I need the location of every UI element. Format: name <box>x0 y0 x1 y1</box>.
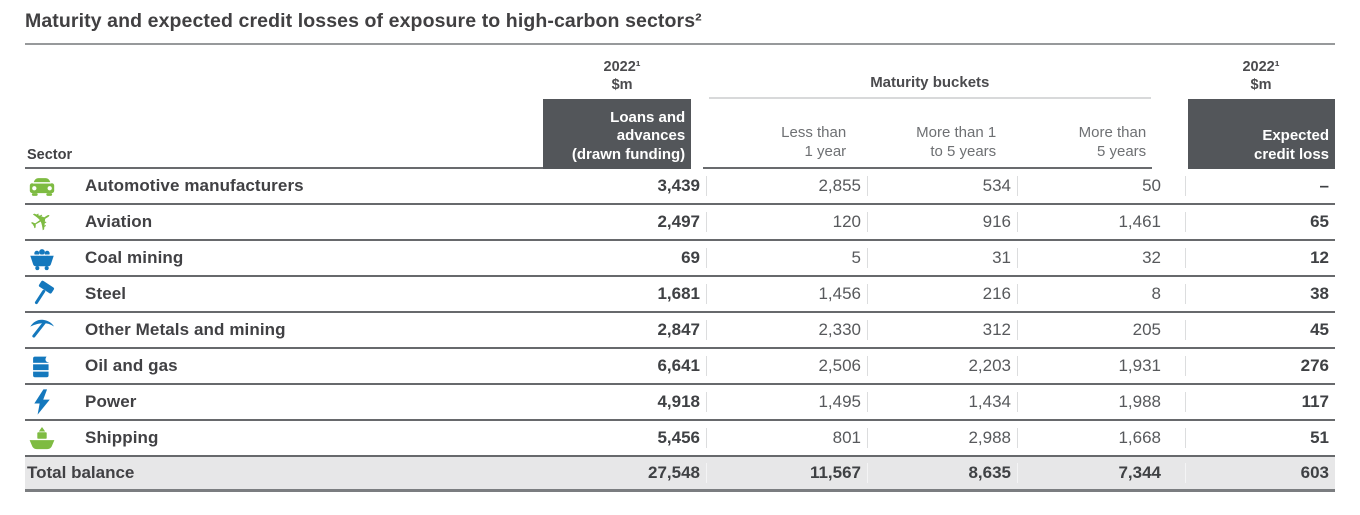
total-balance-label: Total balance <box>27 463 135 482</box>
less-than-1-year-value: 801 <box>706 428 867 448</box>
more-than-1-to-5-years-value: 216 <box>867 284 1017 304</box>
sector-label: Aviation <box>85 212 153 231</box>
loans-advances-value: 69 <box>681 248 700 267</box>
more-than-5-years-header: More than 5 years <box>1078 123 1147 160</box>
year-unit-left-header: 2022¹ $m <box>603 58 641 93</box>
sector-label: Shipping <box>85 428 159 447</box>
loans-advances-value: 4,918 <box>657 392 700 411</box>
car-icon <box>29 178 55 196</box>
header-gap <box>1152 99 1170 169</box>
expected-credit-loss-value: 276 <box>1185 356 1335 376</box>
more-than-5-years-value: 1,461 <box>1017 212 1167 232</box>
page-title: Maturity and expected credit losses of e… <box>25 8 1335 45</box>
expected-credit-loss-value: – <box>1185 176 1335 196</box>
loans-advances-column-header: Loans and advances (drawn funding) <box>543 99 692 169</box>
less-than-1-year-value: 5 <box>706 248 867 268</box>
total-balance-row: Total balance 27,548 11,567 8,635 7,344 … <box>25 457 1335 492</box>
loans-advances-value: 5,456 <box>657 428 700 447</box>
loans-advances-value: 2,497 <box>657 212 700 231</box>
loans-advances-value: 6,641 <box>657 356 700 375</box>
year-unit-right-header: 2022¹ $m <box>1242 58 1280 93</box>
sector-label: Power <box>85 392 137 411</box>
loans-advances-value: 3,439 <box>657 176 700 195</box>
more-than-5-years-value: 1,988 <box>1017 392 1167 412</box>
sector-column-header: Sector <box>25 99 544 169</box>
more-than-1-to-5-years-value: 2,203 <box>867 356 1017 376</box>
maturity-column-headers-inner: Less than 1 year More than 1 to 5 years … <box>703 99 1153 169</box>
lightning-bolt-icon <box>34 389 50 415</box>
sector-label: Automotive manufacturers <box>85 176 304 195</box>
more-than-1-to-5-years-value: 312 <box>867 320 1017 340</box>
table-row-shipping: Shipping 5,456 801 2,988 1,668 51 <box>25 421 1335 457</box>
sector-label: Other Metals and mining <box>85 320 286 339</box>
less-than-1-year-value: 1,456 <box>706 284 867 304</box>
sledgehammer-icon <box>34 280 55 305</box>
expected-credit-loss-value: 38 <box>1185 284 1335 304</box>
maturity-buckets-label: Maturity buckets <box>708 74 1152 99</box>
pickaxe-icon <box>30 319 54 338</box>
oil-barrel-icon <box>32 353 52 378</box>
less-than-1-year-value: 2,330 <box>706 320 867 340</box>
more-than-1-to-5-years-value: 1,434 <box>867 392 1017 412</box>
report-extract: Maturity and expected credit losses of e… <box>24 8 1336 492</box>
expected-credit-loss-value: 65 <box>1185 212 1335 232</box>
table-row-steel: Steel 1,681 1,456 216 8 38 <box>25 277 1335 313</box>
table-header-columns-row: Sector Loans and advances (drawn funding… <box>25 99 1336 169</box>
expected-credit-loss-column-header: Expected credit loss <box>1188 99 1336 169</box>
total-more-than-1-to-5-years-value: 8,635 <box>867 463 1017 483</box>
maturity-buckets-group: Maturity buckets <box>697 55 1152 99</box>
more-than-1-to-5-years-value: 31 <box>867 248 1017 268</box>
expected-credit-loss-value: 51 <box>1185 428 1335 448</box>
less-than-1-year-value: 1,495 <box>706 392 867 412</box>
less-than-1-year-value: 2,506 <box>706 356 867 376</box>
table-row-automotive: Automotive manufacturers 3,439 2,855 534… <box>25 169 1335 205</box>
total-expected-credit-loss-value: 603 <box>1185 463 1335 483</box>
more-than-1-to-5-years-header: More than 1 to 5 years <box>916 123 997 160</box>
table-header-units-row: 2022¹ $m Maturity buckets 2022¹ $m <box>25 55 1335 99</box>
expected-credit-loss-value: 12 <box>1185 248 1335 268</box>
table-row-oil-and-gas: Oil and gas 6,641 2,506 2,203 1,931 276 <box>25 349 1335 385</box>
more-than-5-years-value: 1,668 <box>1017 428 1167 448</box>
sector-label: Steel <box>85 284 127 303</box>
more-than-1-to-5-years-value: 534 <box>867 176 1017 196</box>
less-than-1-year-header: Less than 1 year <box>781 123 847 160</box>
loans-advances-value: 1,681 <box>657 284 700 303</box>
total-more-than-5-years-value: 7,344 <box>1017 463 1167 483</box>
table-row-other-metals-and-mining: Other Metals and mining 2,847 2,330 312 … <box>25 313 1335 349</box>
more-than-5-years-value: 32 <box>1017 248 1167 268</box>
table-row-coal-mining: Coal mining 69 5 31 32 12 <box>25 241 1335 277</box>
more-than-1-to-5-years-value: 916 <box>867 212 1017 232</box>
more-than-5-years-value: 1,931 <box>1017 356 1167 376</box>
maturity-ecl-table: 2022¹ $m Maturity buckets 2022¹ $m Secto… <box>24 55 1336 492</box>
sector-label: Coal mining <box>85 248 184 267</box>
expected-credit-loss-value: 117 <box>1185 392 1335 412</box>
mine-cart-icon <box>29 249 55 271</box>
total-less-than-1-year-value: 11,567 <box>706 463 867 483</box>
ship-icon <box>29 426 55 450</box>
airplane-icon: ✈ <box>23 202 60 241</box>
more-than-5-years-value: 205 <box>1017 320 1167 340</box>
table-row-aviation: ✈ Aviation 2,497 120 916 1,461 65 <box>24 202 1335 241</box>
less-than-1-year-value: 120 <box>706 212 867 232</box>
maturity-column-headers: Less than 1 year More than 1 to 5 years … <box>691 99 1153 169</box>
total-loans-advances-value: 27,548 <box>648 463 700 482</box>
more-than-5-years-value: 8 <box>1017 284 1167 304</box>
less-than-1-year-value: 2,855 <box>706 176 867 196</box>
sector-label: Oil and gas <box>85 356 178 375</box>
expected-credit-loss-value: 45 <box>1185 320 1335 340</box>
more-than-5-years-value: 50 <box>1017 176 1167 196</box>
loans-advances-value: 2,847 <box>657 320 700 339</box>
more-than-1-to-5-years-value: 2,988 <box>867 428 1017 448</box>
header-gap <box>1151 55 1169 99</box>
table-row-power: Power 4,918 1,495 1,434 1,988 117 <box>25 385 1335 421</box>
header-spacer <box>25 55 548 99</box>
